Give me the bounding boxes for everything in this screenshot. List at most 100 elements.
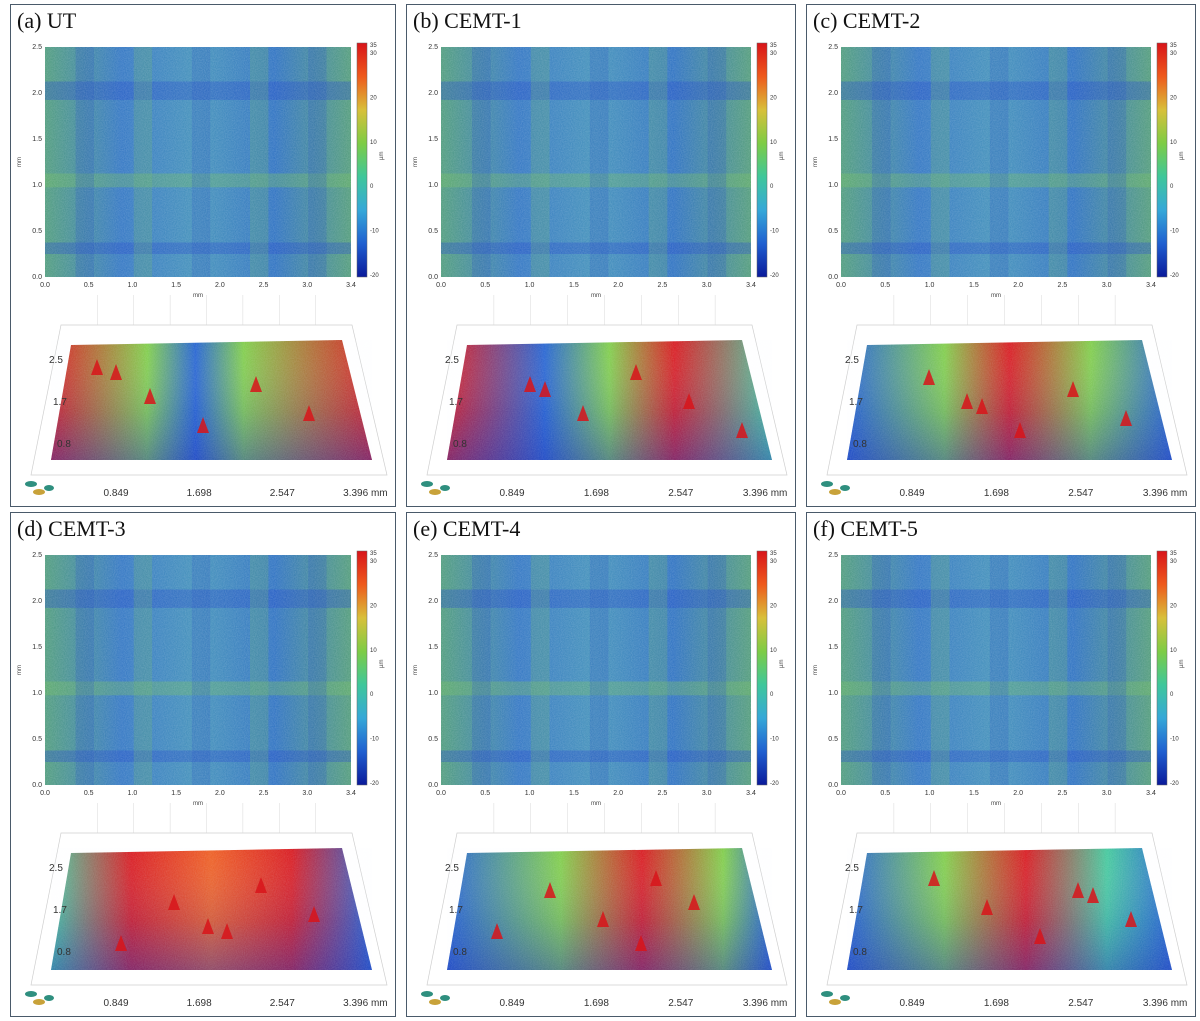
map-x-tick: 0.5 — [880, 282, 890, 289]
colorbar-unit: µm — [1179, 152, 1185, 160]
surface-peak — [202, 918, 214, 934]
orientation-icon — [821, 481, 850, 495]
map-y-tick: 1.0 — [32, 690, 42, 697]
map-x-tick: 3.0 — [1102, 790, 1112, 797]
grid-box — [30, 324, 388, 476]
map-y-tick: 0.0 — [428, 274, 438, 281]
map-x-tick: 0.5 — [880, 790, 890, 797]
map-x-tick: 3.4 — [1146, 790, 1156, 797]
colorbar-tick: 0 — [370, 184, 374, 190]
colorbar — [756, 42, 768, 278]
map-x-tick: 1.0 — [525, 790, 535, 797]
colorbar-top-tick: 35 — [370, 551, 377, 557]
orientation-icon — [25, 991, 54, 1005]
map-x-tick: 0.0 — [836, 790, 846, 797]
surface-peak — [524, 376, 536, 392]
colorbar-top-tick: 35 — [1170, 43, 1177, 49]
surface-x-tick: 2.547 — [1068, 998, 1093, 1009]
map-x-tick: 2.0 — [613, 790, 623, 797]
colorbar — [356, 550, 368, 786]
map-x-tick: 2.0 — [1013, 790, 1023, 797]
colorbar-tick: -10 — [1170, 229, 1179, 235]
colorbar-unit: µm — [379, 660, 385, 668]
grid-box — [826, 832, 1188, 986]
map-y-tick: 2.0 — [32, 90, 42, 97]
map-x-tick: 2.5 — [259, 282, 269, 289]
map-x-tick: 0.5 — [84, 282, 94, 289]
surface-peak — [221, 923, 233, 939]
surface-peak — [115, 935, 127, 951]
surface-x-tick: 3.396 mm — [343, 998, 387, 1009]
map-y-tick: 0.5 — [428, 228, 438, 235]
colorbar — [356, 42, 368, 278]
map-y-tick: 1.0 — [428, 182, 438, 189]
grid-box — [426, 324, 788, 476]
map-y-unit: mm — [813, 665, 819, 675]
map-x-tick: 0.0 — [436, 282, 446, 289]
surface-y-tick: 1.7 — [53, 397, 67, 408]
surface-y-tick: 0.8 — [57, 439, 71, 450]
map-x-tick: 0.0 — [40, 282, 50, 289]
map-y-tick: 2.5 — [428, 552, 438, 559]
surface-x-tick: 2.547 — [1068, 488, 1093, 499]
map-x-tick: 1.0 — [525, 282, 535, 289]
colorbar-tick: 20 — [770, 603, 777, 609]
surface-x-tick: 3.396 mm — [343, 488, 387, 499]
orientation-icon — [25, 481, 54, 495]
colorbar — [1156, 550, 1168, 786]
surface-y-tick: 0.8 — [453, 439, 467, 450]
map-y-tick: 0.5 — [32, 736, 42, 743]
surface-y-tick: 2.5 — [49, 863, 63, 874]
map-x-tick: 0.5 — [84, 790, 94, 797]
map-y-tick: 0.5 — [828, 736, 838, 743]
map-y-tick: 2.0 — [828, 598, 838, 605]
surface-texture — [847, 848, 1172, 970]
colorbar-unit: µm — [379, 152, 385, 160]
map-y-tick: 1.5 — [32, 136, 42, 143]
map-texture — [441, 555, 751, 785]
surface-y-tick: 0.8 — [853, 947, 867, 958]
surface-texture — [847, 340, 1172, 460]
surface-peak — [635, 935, 647, 951]
map-x-tick: 3.4 — [1146, 282, 1156, 289]
map-y-tick: 0.0 — [32, 274, 42, 281]
colorbar-tick: 10 — [1170, 648, 1177, 654]
map-x-tick: 1.0 — [128, 282, 138, 289]
surface-x-tick: 0.849 — [899, 488, 924, 499]
surface-x-tick: 2.547 — [668, 998, 693, 1009]
surface-texture — [447, 848, 772, 970]
map-y-tick: 2.5 — [828, 552, 838, 559]
colorbar-tick: -10 — [770, 229, 779, 235]
surface-y-tick: 0.8 — [453, 947, 467, 958]
colorbar-tick: -20 — [370, 781, 379, 787]
colorbar-tick: -20 — [1170, 273, 1179, 279]
map-texture — [841, 47, 1151, 277]
surface-peak — [110, 364, 122, 380]
surface-peak — [1014, 422, 1026, 438]
map-y-tick: 0.0 — [828, 782, 838, 789]
map-y-tick: 0.0 — [32, 782, 42, 789]
surface-x-tick: 1.698 — [187, 998, 212, 1009]
surface-x-tick: 3.396 mm — [743, 488, 787, 499]
map-x-tick: 1.5 — [171, 790, 181, 797]
surface-peak — [736, 422, 748, 438]
map-y-tick: 2.0 — [428, 598, 438, 605]
colorbar-tick: -10 — [770, 737, 779, 743]
surface-x-tick: 1.698 — [584, 488, 609, 499]
map-texture — [841, 555, 1151, 785]
surface-x-tick: 0.849 — [899, 998, 924, 1009]
map-x-tick: 3.0 — [702, 282, 712, 289]
surface-peak — [544, 882, 556, 898]
map-y-tick: 1.0 — [828, 182, 838, 189]
colorbar-top-tick: 35 — [770, 43, 777, 49]
map-x-tick: 3.4 — [346, 282, 356, 289]
surface-y-tick: 1.7 — [449, 397, 463, 408]
colorbar-tick: 30 — [370, 51, 377, 57]
colorbar-tick: 30 — [770, 51, 777, 57]
surface-x-tick: 2.547 — [668, 488, 693, 499]
surface-peak — [976, 398, 988, 414]
colorbar-tick: -20 — [770, 273, 779, 279]
map-x-tick: 2.0 — [1013, 282, 1023, 289]
panel-1: 0.0 0.5 1.0 1.5 2.0 2.5 3.0 3.4 mm 0.0 0.5 1.0 1.5 2.… — [10, 4, 396, 507]
map-y-tick: 1.0 — [828, 690, 838, 697]
